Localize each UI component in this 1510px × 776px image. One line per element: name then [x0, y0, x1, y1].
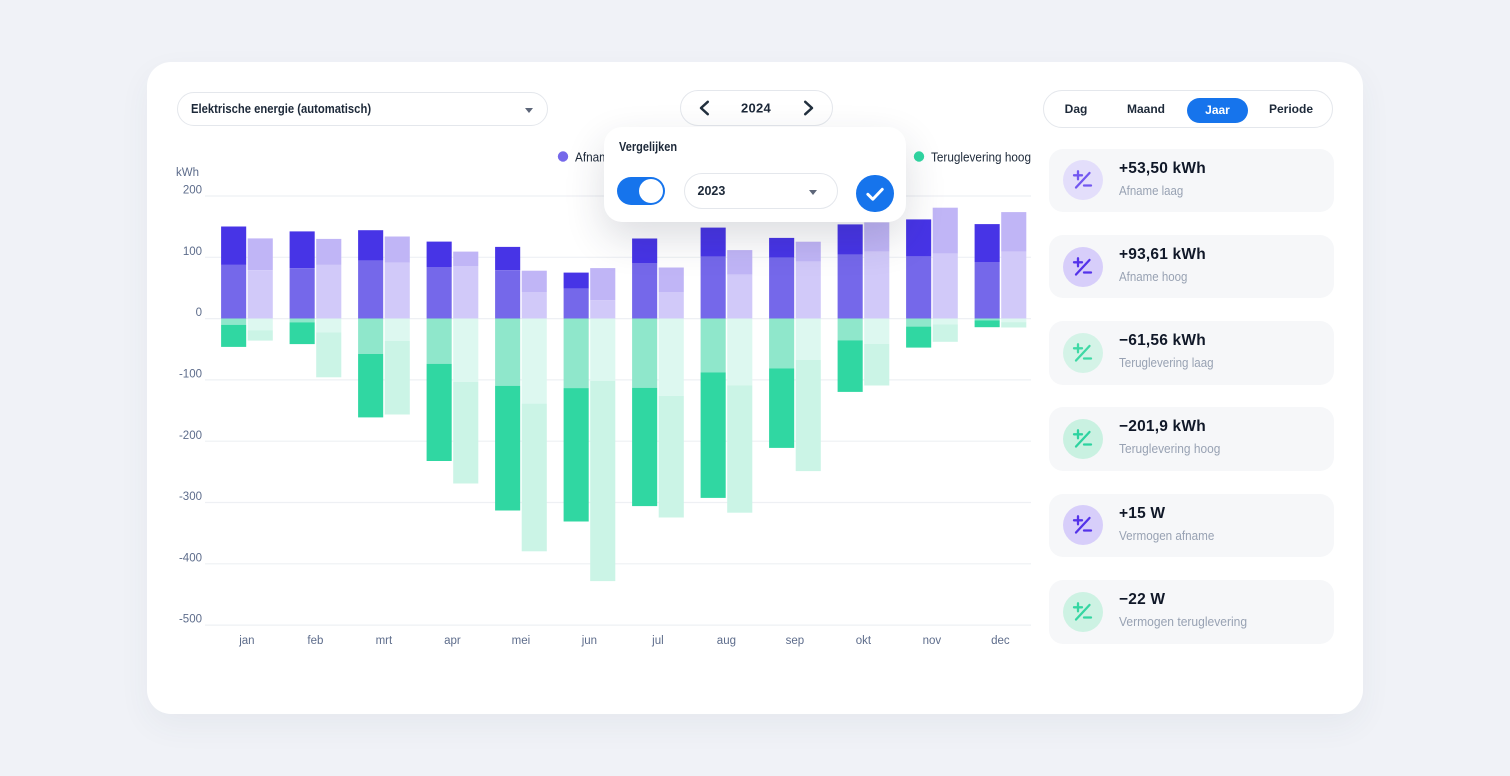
svg-text:aug: aug	[717, 635, 736, 647]
svg-text:200: 200	[183, 185, 202, 197]
svg-text:okt: okt	[856, 635, 872, 647]
svg-text:jul: jul	[651, 635, 664, 647]
svg-text:jan: jan	[238, 635, 254, 647]
svg-text:mrt: mrt	[376, 635, 393, 647]
svg-text:-300: -300	[179, 491, 202, 503]
svg-text:mei: mei	[512, 635, 531, 647]
svg-text:0: 0	[196, 307, 202, 319]
svg-text:Teruglevering hoog: Teruglevering hoog	[931, 151, 1031, 165]
svg-text:-500: -500	[179, 614, 202, 626]
svg-text:nov: nov	[923, 635, 942, 647]
svg-text:dec: dec	[991, 635, 1010, 647]
svg-text:feb: feb	[307, 635, 323, 647]
svg-text:sep: sep	[786, 635, 805, 647]
svg-text:kWh: kWh	[176, 167, 199, 179]
svg-text:-400: -400	[179, 552, 202, 564]
svg-text:apr: apr	[444, 635, 461, 647]
svg-text:jun: jun	[581, 635, 597, 647]
svg-text:-100: -100	[179, 369, 202, 381]
svg-text:100: 100	[183, 246, 202, 258]
svg-text:-200: -200	[179, 430, 202, 442]
